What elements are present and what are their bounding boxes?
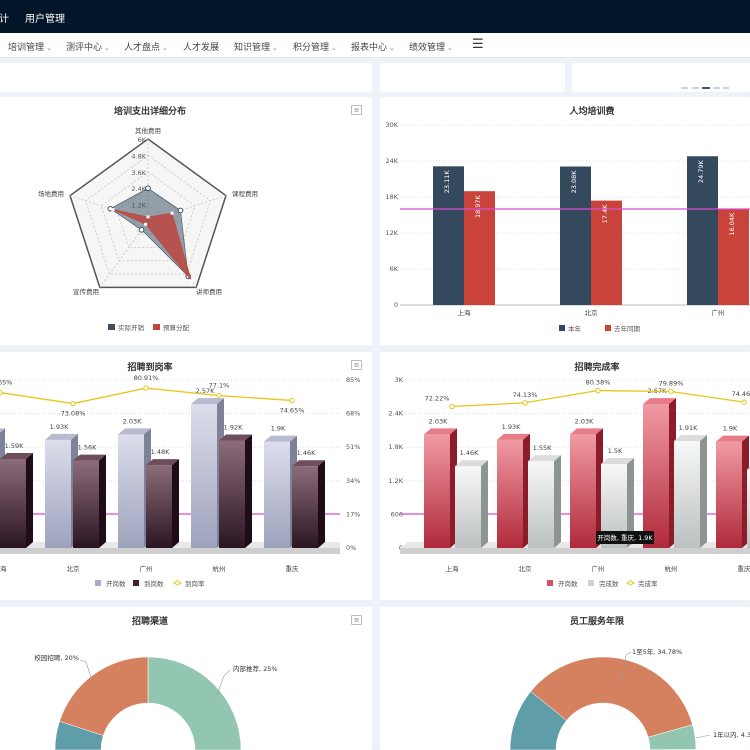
nav-label: 测评中心: [66, 43, 103, 53]
chevron-down-icon: ⌄: [447, 44, 453, 52]
nav-label: 报表中心: [351, 43, 388, 53]
panel-hire-arrival-rate: [0, 352, 372, 600]
panel-service-years: [380, 607, 750, 750]
chevron-down-icon: ⌄: [272, 44, 278, 52]
nav-talent-inventory[interactable]: 人才盘点 ⌄: [124, 40, 168, 53]
nav-label: 知识管理: [234, 43, 271, 53]
chevron-down-icon: ⌄: [46, 44, 52, 52]
nav-training-management[interactable]: 培训管理 ⌄: [8, 40, 52, 53]
summary-card-1: [0, 63, 372, 92]
summary-card-2: [380, 63, 565, 92]
carousel-dot[interactable]: [681, 87, 688, 89]
nav-performance-management[interactable]: 绩效管理 ⌄: [409, 40, 453, 53]
top-nav-user-management[interactable]: 用户管理: [25, 14, 65, 25]
chevron-down-icon: ⌄: [162, 44, 168, 52]
nav-label: 绩效管理: [409, 43, 446, 53]
nav-talent-development[interactable]: 人才发展: [183, 40, 219, 53]
top-header-bar: 设计 用户管理: [0, 0, 750, 33]
summary-card-3: [572, 63, 750, 92]
carousel-dot[interactable]: [723, 87, 729, 89]
nav-label: 积分管理: [293, 43, 330, 53]
panel-avg-training-cost: [380, 97, 750, 345]
module-nav-bar: 培训管理 ⌄ 测评中心 ⌄ 人才盘点 ⌄ 人才发展 知识管理 ⌄ 积分管理 ⌄ 报表中心 ⌄…: [0, 33, 750, 58]
nav-points-management[interactable]: 积分管理 ⌄: [293, 40, 337, 53]
panel-recruit-channel: [0, 607, 372, 750]
more-menu-icon[interactable]: ☰: [472, 37, 484, 52]
nav-knowledge-management[interactable]: 知识管理 ⌄: [234, 40, 278, 53]
carousel-dot[interactable]: [713, 87, 720, 89]
carousel-dot-active[interactable]: [702, 87, 710, 89]
chart-menu-icon[interactable]: ≡: [351, 105, 362, 115]
nav-label: 人才盘点: [124, 43, 161, 53]
chart-menu-icon[interactable]: ≡: [351, 615, 362, 625]
panel-training-expense: [0, 97, 372, 345]
chart-menu-icon[interactable]: ≡: [351, 360, 362, 370]
chevron-down-icon: ⌄: [104, 44, 110, 52]
chevron-down-icon: ⌄: [389, 44, 395, 52]
nav-label: 培训管理: [8, 43, 45, 53]
chevron-down-icon: ⌄: [331, 44, 337, 52]
nav-label: 人才发展: [183, 43, 220, 53]
nav-report-center[interactable]: 报表中心 ⌄: [351, 40, 395, 53]
top-nav-design[interactable]: 设计: [0, 14, 9, 25]
nav-assessment-center[interactable]: 测评中心 ⌄: [66, 40, 110, 53]
panel-hire-completion-rate: [380, 352, 750, 600]
carousel-dot[interactable]: [692, 87, 699, 89]
